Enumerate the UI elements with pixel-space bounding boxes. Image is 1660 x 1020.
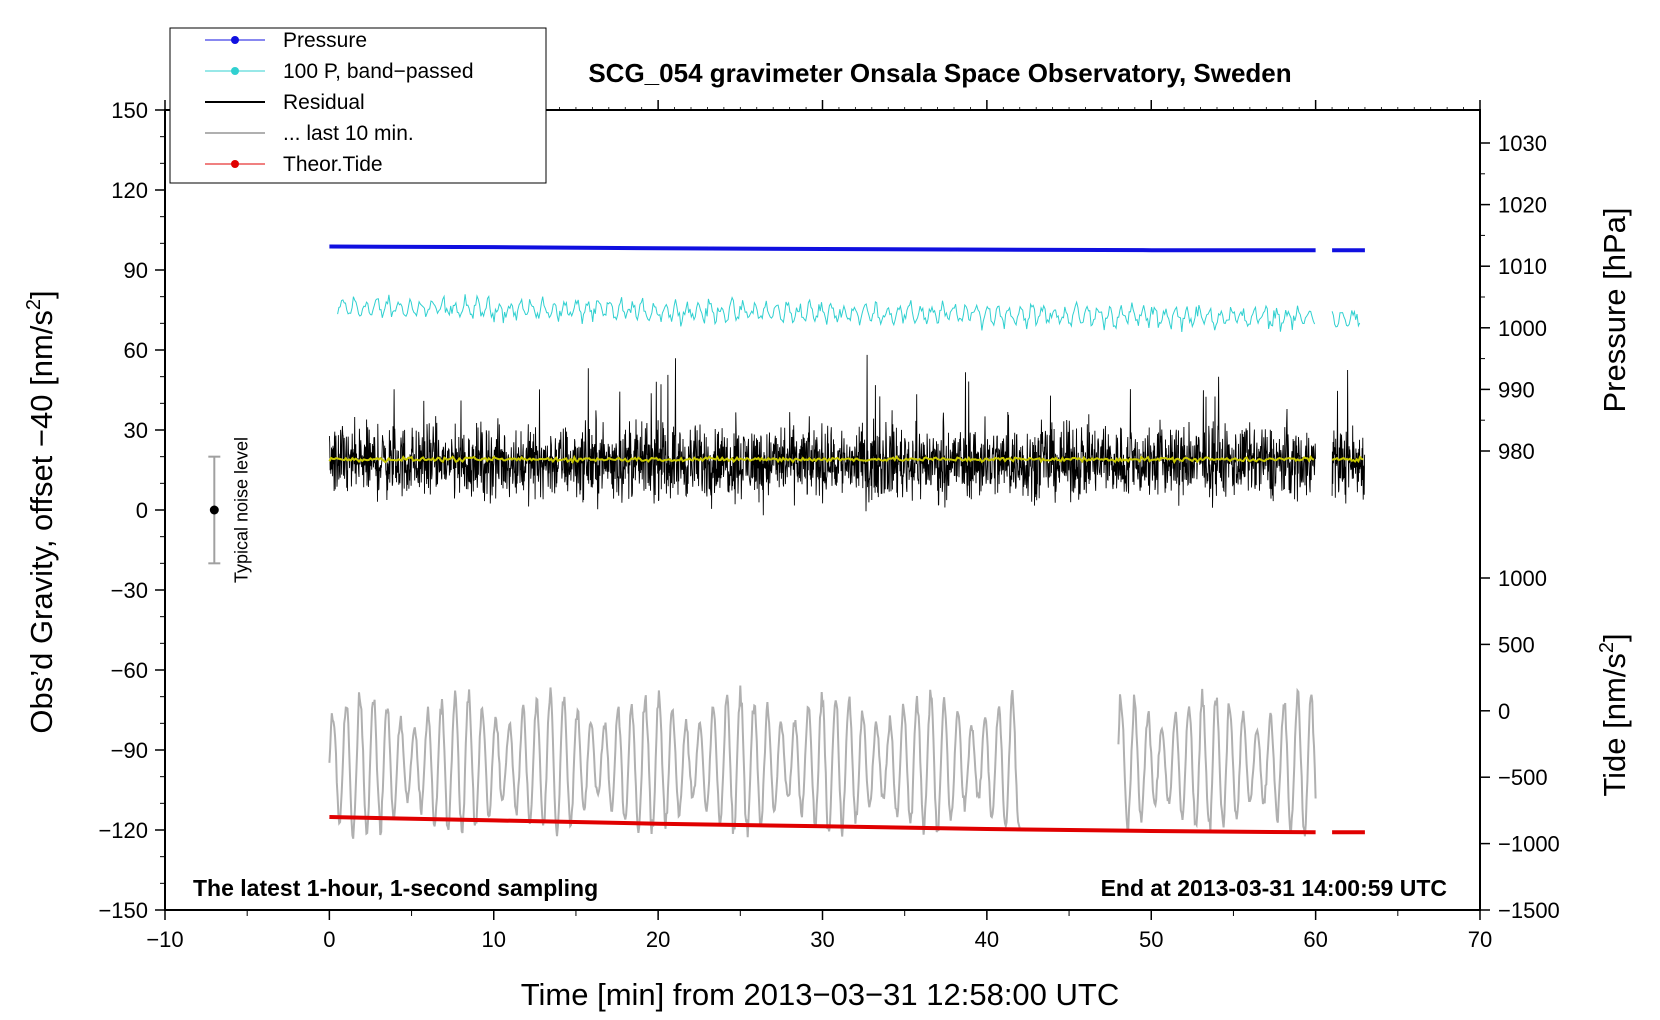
- y-tick-label: 60: [124, 338, 148, 363]
- x-tick-label: 30: [810, 927, 834, 952]
- tide-tick-label: 500: [1498, 632, 1535, 657]
- y-axis-label-tide-text: Tide [nm/s2]: [1596, 633, 1632, 796]
- y-tick-label: −60: [111, 658, 148, 683]
- x-tick-label: 70: [1468, 927, 1492, 952]
- y-tick-label: 30: [124, 418, 148, 443]
- legend-swatch-dot: [231, 36, 239, 44]
- y-axis-label-tide-text-superscript: 2: [1596, 642, 1618, 653]
- legend-swatch-dot: [231, 67, 239, 75]
- noise-level-indicator: Typical noise level: [208, 437, 251, 583]
- legend-label: ... last 10 min.: [283, 122, 414, 145]
- y-axis-label-left-text-superscript: 2: [23, 299, 45, 310]
- y-tick-label: −90: [111, 738, 148, 763]
- pressure-tick-label: 1010: [1498, 254, 1547, 279]
- pressure-line: [329, 244, 1316, 253]
- y-tick-label: 0: [136, 498, 148, 523]
- y-tick-label: −150: [98, 898, 148, 923]
- pressure-tick-label: 1020: [1498, 193, 1547, 218]
- x-tick-label: 40: [975, 927, 999, 952]
- y-axis-label-left-text-tail: ]: [24, 290, 59, 299]
- y-axis-label-left: Obs’d Gravity, offset −40 [nm/s2]: [23, 290, 59, 733]
- chart-title: SCG_054 gravimeter Onsala Space Observat…: [588, 58, 1291, 88]
- residual-smoothed-line: [328, 454, 1315, 465]
- x-tick-label: 60: [1303, 927, 1327, 952]
- x-tick-label: 20: [646, 927, 670, 952]
- tide-tick-label: 1000: [1498, 566, 1547, 591]
- bandpassed-pressure-line: [1331, 309, 1361, 328]
- legend: Pressure 100 P, band−passed Residual ... la…: [169, 27, 547, 184]
- pressure-tick-label: 990: [1498, 377, 1535, 402]
- y-axis-label-left-text: Obs’d Gravity, offset −40 [nm/s2]: [23, 290, 59, 733]
- legend-swatch-dot: [231, 160, 239, 168]
- residual-line: [328, 354, 1316, 516]
- y-tick-label: −120: [98, 818, 148, 843]
- legend-label: Pressure: [283, 29, 367, 52]
- y-axis-label-tide-text-tail: ]: [1597, 633, 1632, 642]
- y-axis-label-pressure: Pressure [hPa]: [1597, 207, 1632, 412]
- y-tick-label: 150: [111, 98, 148, 123]
- y-tick-label: −30: [111, 578, 148, 603]
- pressure-tick-label: 1030: [1498, 131, 1547, 156]
- tide-tick-label: −1000: [1498, 832, 1560, 857]
- tide-tick-label: −500: [1498, 765, 1548, 790]
- series-layer: [328, 244, 1366, 839]
- tide-tick-labels: 1000 500 0 −500 −1000 −1500: [1498, 566, 1560, 923]
- y-tick-label: 90: [124, 258, 148, 283]
- x-tick-label: 0: [323, 927, 335, 952]
- tide-tick-label: 0: [1498, 699, 1510, 724]
- bandpassed-pressure-line: [337, 294, 1316, 332]
- theoretical-tide-line: [329, 815, 1316, 835]
- x-tick-label: 50: [1139, 927, 1163, 952]
- legend-label: 100 P, band−passed: [283, 60, 474, 83]
- pressure-tick-label: 980: [1498, 439, 1535, 464]
- x-tick-labels: −10 0 10 20 30 40 50 60 70: [146, 927, 1492, 952]
- plot-frame: [164, 109, 1481, 911]
- legend-label: Theor.Tide: [283, 153, 383, 176]
- last-10-min-line: [1117, 687, 1317, 837]
- last-10-min-line: [328, 685, 1021, 839]
- residual-line: [1331, 369, 1366, 504]
- x-tick-label: 10: [482, 927, 506, 952]
- y-axis-label-tide: Tide [nm/s2]: [1596, 633, 1632, 796]
- pressure-tick-label: 1000: [1498, 316, 1547, 341]
- annotation-right: End at 2013-03-31 14:00:59 UTC: [1101, 875, 1447, 901]
- annotation-left: The latest 1-hour, 1-second sampling: [193, 875, 598, 901]
- residual-smoothed-line: [1331, 455, 1364, 464]
- x-axis-label: Time [min] from 2013−03−31 12:58:00 UTC: [521, 977, 1120, 1012]
- y-tick-label: 120: [111, 178, 148, 203]
- y-tick-labels: 150 120 90 60 30 0 −30 −60 −90 −120 −150: [98, 98, 148, 923]
- tide-tick-label: −1500: [1498, 898, 1560, 923]
- noise-bar-dot: [209, 505, 219, 515]
- x-tick-label: −10: [146, 927, 183, 952]
- legend-box: [169, 27, 547, 184]
- noise-label: Typical noise level: [231, 437, 251, 583]
- legend-label: Residual: [283, 91, 365, 114]
- y-axis-label-left-text-main: Obs’d Gravity, offset −40 [nm/s: [24, 310, 59, 734]
- y-axis-label-tide-text-main: Tide [nm/s: [1597, 653, 1632, 797]
- pressure-tick-labels: 1030 1020 1010 1000 990 980: [1498, 131, 1547, 464]
